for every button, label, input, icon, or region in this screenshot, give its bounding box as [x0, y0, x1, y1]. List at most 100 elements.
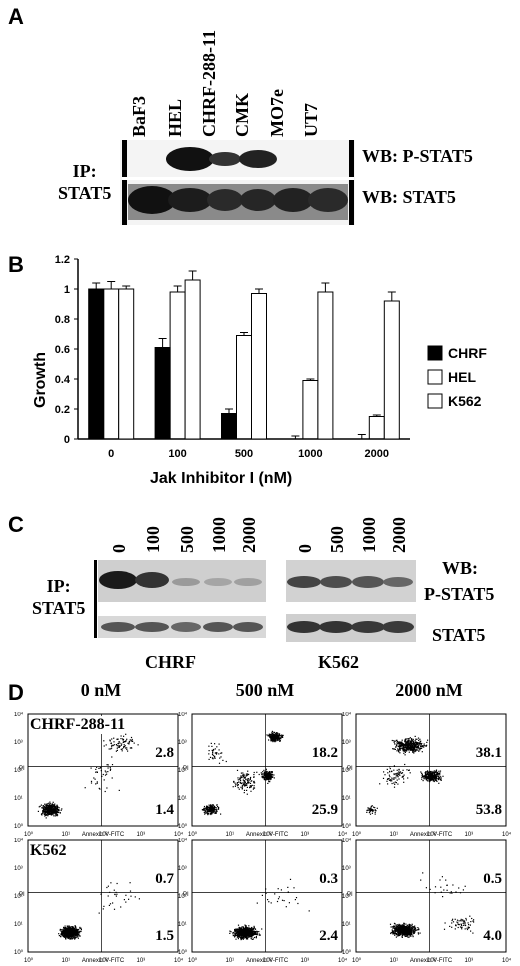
panel-d-letter: D [8, 680, 24, 705]
k562-label: K562 [318, 652, 360, 672]
panel-c-pstat5-label: P-STAT5 [424, 584, 495, 604]
y-tick-label: 10³ [342, 866, 351, 872]
x-axis-label: Annexin V-FITC [410, 832, 453, 838]
bar-hel [236, 335, 252, 440]
legend-label: K562 [448, 393, 482, 409]
y-tick-label: 0 [64, 434, 70, 446]
y-tick-label: 10¹ [178, 922, 187, 928]
scatter-points [201, 730, 284, 816]
y-tick-label: 10³ [14, 740, 23, 746]
x-tick-label: 10² [263, 958, 272, 964]
y-tick-label: 10² [14, 768, 23, 774]
x-axis-label: Annexin V-FITC [82, 958, 125, 964]
x-tick-label: 10³ [465, 832, 474, 838]
y-tick-label: 10⁰ [14, 949, 24, 956]
x-axis-label: Annexin V-FITC [246, 832, 289, 838]
lane-label: HEL [165, 98, 185, 137]
y-tick-label: 10² [178, 768, 187, 774]
panel-b-letter: B [8, 252, 24, 277]
y-tick-label: 10⁴ [14, 838, 24, 844]
x-tick-label: 10⁰ [352, 831, 362, 838]
x-tick-label: 10⁰ [352, 957, 362, 964]
x-tick-label: 10⁴ [502, 831, 512, 838]
ip-label-line1: IP: [72, 161, 97, 181]
panel-c-divider [94, 560, 97, 638]
x-tick-label: 500 [235, 448, 253, 460]
lower-right-percentage: 1.4 [155, 802, 174, 818]
bar-chrf [88, 288, 105, 440]
chrf-blot [98, 560, 266, 638]
plot-frame [191, 713, 343, 827]
panel-a-ip-label: IP: STAT5 [58, 160, 111, 204]
wb-stat5-label: WB: STAT5 [362, 187, 456, 207]
y-tick-label: 10¹ [342, 796, 351, 802]
bar-k562 [251, 293, 267, 440]
x-tick-label: 10² [99, 832, 108, 838]
ip-label-line2: STAT5 [32, 598, 86, 618]
x-tick-label: 10² [427, 958, 436, 964]
lower-right-percentage: 4.0 [483, 928, 502, 944]
y-tick-label: 0.6 [55, 344, 70, 356]
bar-chrf [221, 413, 237, 440]
x-tick-label: 10⁰ [24, 957, 34, 964]
bar-k562 [184, 279, 201, 440]
lane-label: UT7 [301, 102, 321, 137]
x-tick-label: 10⁴ [174, 831, 184, 838]
x-axis-label: Annexin V-FITC [246, 958, 289, 964]
x-tick-label: 1000 [298, 448, 322, 460]
x-tick-label: 10⁴ [174, 957, 184, 964]
chrf-dose-label: 100 [143, 526, 163, 553]
k562-dose-label: 0 [295, 544, 315, 553]
y-tick-label: 10³ [14, 866, 23, 872]
x-tick-label: 10¹ [226, 958, 235, 964]
x-tick-label: 10¹ [62, 958, 71, 964]
x-tick-label: 100 [168, 448, 186, 460]
x-tick-label: 10¹ [390, 958, 399, 964]
y-tick-label: 10⁰ [342, 823, 352, 830]
upper-right-percentage: 18.2 [311, 744, 338, 761]
k562-dose-label: 1000 [359, 517, 379, 553]
lower-right-percentage: 53.8 [475, 802, 502, 818]
x-tick-label: 10⁴ [502, 957, 512, 964]
y-tick-label: 0.4 [55, 374, 71, 386]
x-tick-label: 10¹ [62, 832, 71, 838]
y-tick-label: 10¹ [14, 922, 23, 928]
panel-a-western-blot [120, 140, 355, 225]
y-tick-label: 10³ [178, 740, 187, 746]
y-tick-label: 10⁴ [14, 712, 24, 718]
x-tick-label: 10³ [301, 832, 310, 838]
x-tick-label: 10⁴ [338, 831, 348, 838]
panel-c-stat5-label: STAT5 [432, 625, 486, 645]
bar-hel [169, 291, 186, 440]
legend-swatch [427, 369, 443, 385]
y-tick-label: 10⁰ [342, 949, 352, 956]
y-tick-label: 10⁴ [342, 838, 352, 844]
y-tick-label: 1.2 [55, 254, 70, 266]
lane-label: CMK [232, 93, 252, 137]
y-tick-label: 10² [342, 894, 351, 900]
y-axis-label: PI [19, 766, 25, 772]
x-tick-label: 10³ [301, 958, 310, 964]
dose-column-header: 0 nM [80, 680, 122, 700]
y-tick-label: 0.8 [55, 314, 70, 326]
upper-right-percentage: 0.7 [155, 870, 174, 887]
scatter-points [389, 872, 475, 938]
panel-c-ip-label: IP: STAT5 [32, 575, 85, 619]
y-tick-label: 10¹ [342, 922, 351, 928]
x-axis-label: Annexin V-FITC [82, 832, 125, 838]
x-tick-label: 10² [263, 832, 272, 838]
cell-line-label: CHRF-288-11 [30, 716, 126, 734]
panel-c-wb-label: WB: [442, 558, 478, 578]
y-tick-label: 10² [178, 894, 187, 900]
lane-label: BaF3 [129, 95, 149, 137]
chrf-dose-label: 1000 [209, 517, 229, 553]
upper-right-percentage: 0.3 [319, 870, 338, 887]
scatter-points [37, 733, 139, 819]
growth-bar-chart: 0 0.2 0.4 0.6 0.8 1 1.2 0 100 500 1000 2000 CHRF HEL K… [55, 254, 488, 460]
upper-right-percentage: 0.5 [483, 870, 502, 887]
legend-label: HEL [448, 369, 476, 385]
x-tick-label: 10³ [137, 832, 146, 838]
chrf-label: CHRF [145, 652, 196, 672]
x-axis-label: Annexin V-FITC [410, 958, 453, 964]
